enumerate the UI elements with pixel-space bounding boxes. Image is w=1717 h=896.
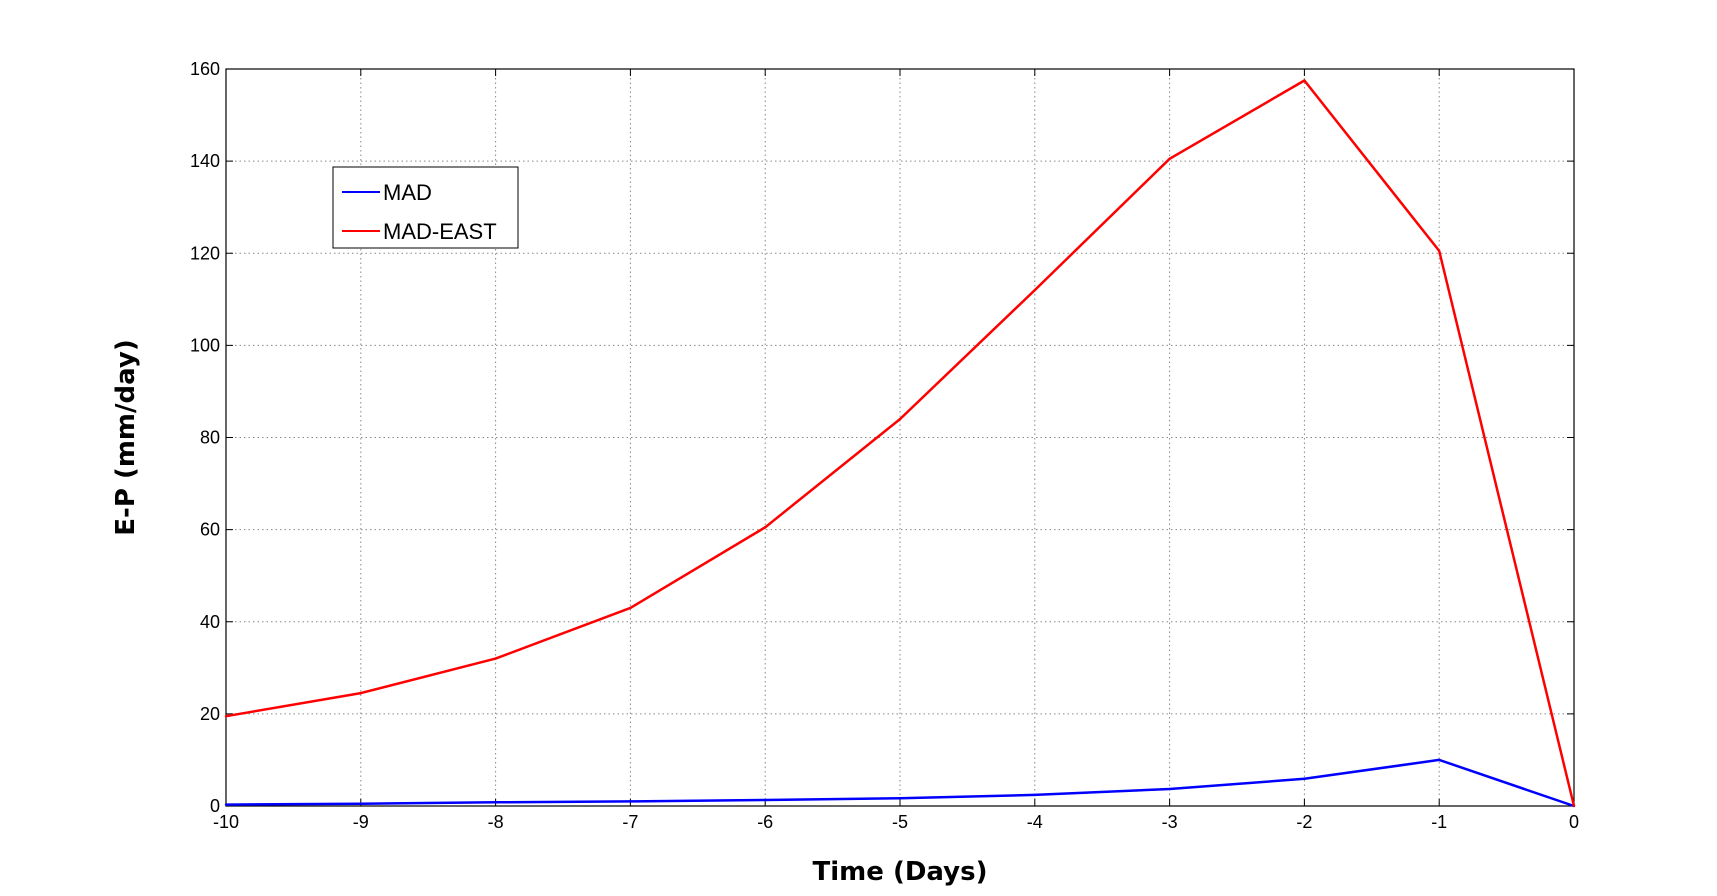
- y-tick-label: 160: [190, 59, 220, 79]
- legend-box: [332, 166, 519, 249]
- data-point: [1168, 787, 1171, 791]
- data-point: [898, 417, 902, 421]
- data-point: [494, 657, 497, 660]
- x-tick-label: -9: [353, 812, 369, 832]
- data-point: [629, 800, 632, 803]
- x-tick-label: -6: [757, 812, 773, 832]
- data-point: [494, 801, 497, 804]
- x-tick-label: -4: [1027, 812, 1043, 832]
- y-tick-label: 40: [200, 612, 220, 632]
- data-point: [898, 796, 902, 800]
- x-tick-label: -3: [1162, 812, 1178, 832]
- data-point: [224, 803, 228, 806]
- y-axis-title: E-P (mm/day): [111, 339, 141, 535]
- data-point: [359, 802, 362, 805]
- data-point: [1168, 157, 1171, 161]
- data-point: [764, 798, 767, 802]
- y-tick-label: 140: [190, 151, 220, 171]
- series-lines: [224, 79, 1576, 808]
- data-point: [1303, 79, 1306, 82]
- data-point: [1438, 249, 1441, 253]
- x-tick-label: -7: [622, 812, 638, 832]
- y-tick-label: 20: [200, 704, 220, 724]
- x-tick-label: -2: [1296, 812, 1312, 832]
- data-point: [1033, 793, 1037, 797]
- legend: MAD MAD-EAST: [332, 166, 519, 249]
- y-tick-label: 0: [210, 796, 220, 816]
- legend-label-mad: MAD: [383, 180, 432, 205]
- x-tick-label: 0: [1569, 812, 1579, 832]
- data-point: [224, 714, 228, 718]
- data-point: [1033, 288, 1037, 292]
- x-tick-label: -1: [1431, 812, 1447, 832]
- data-point: [1303, 777, 1306, 781]
- y-tick-label: 60: [200, 520, 220, 540]
- axis-ticks: -10 -9 -8 -7 -6 -5 -4 -3 -2 -1 0020406080100120140…: [190, 59, 1579, 832]
- data-point: [359, 691, 362, 695]
- legend-label-mad-east: MAD-EAST: [383, 219, 497, 244]
- y-tick-label: 100: [190, 335, 220, 355]
- x-axis-title: Time (Days): [813, 857, 988, 887]
- x-tick-label: -5: [892, 812, 908, 832]
- x-tick-label: -8: [488, 812, 504, 832]
- x-tick-label: -10: [213, 812, 239, 832]
- data-point: [1572, 804, 1576, 808]
- data-point: [1438, 758, 1441, 762]
- data-point: [764, 526, 767, 529]
- data-point: [629, 606, 632, 610]
- y-tick-label: 80: [200, 428, 220, 448]
- y-tick-label: 120: [190, 243, 220, 263]
